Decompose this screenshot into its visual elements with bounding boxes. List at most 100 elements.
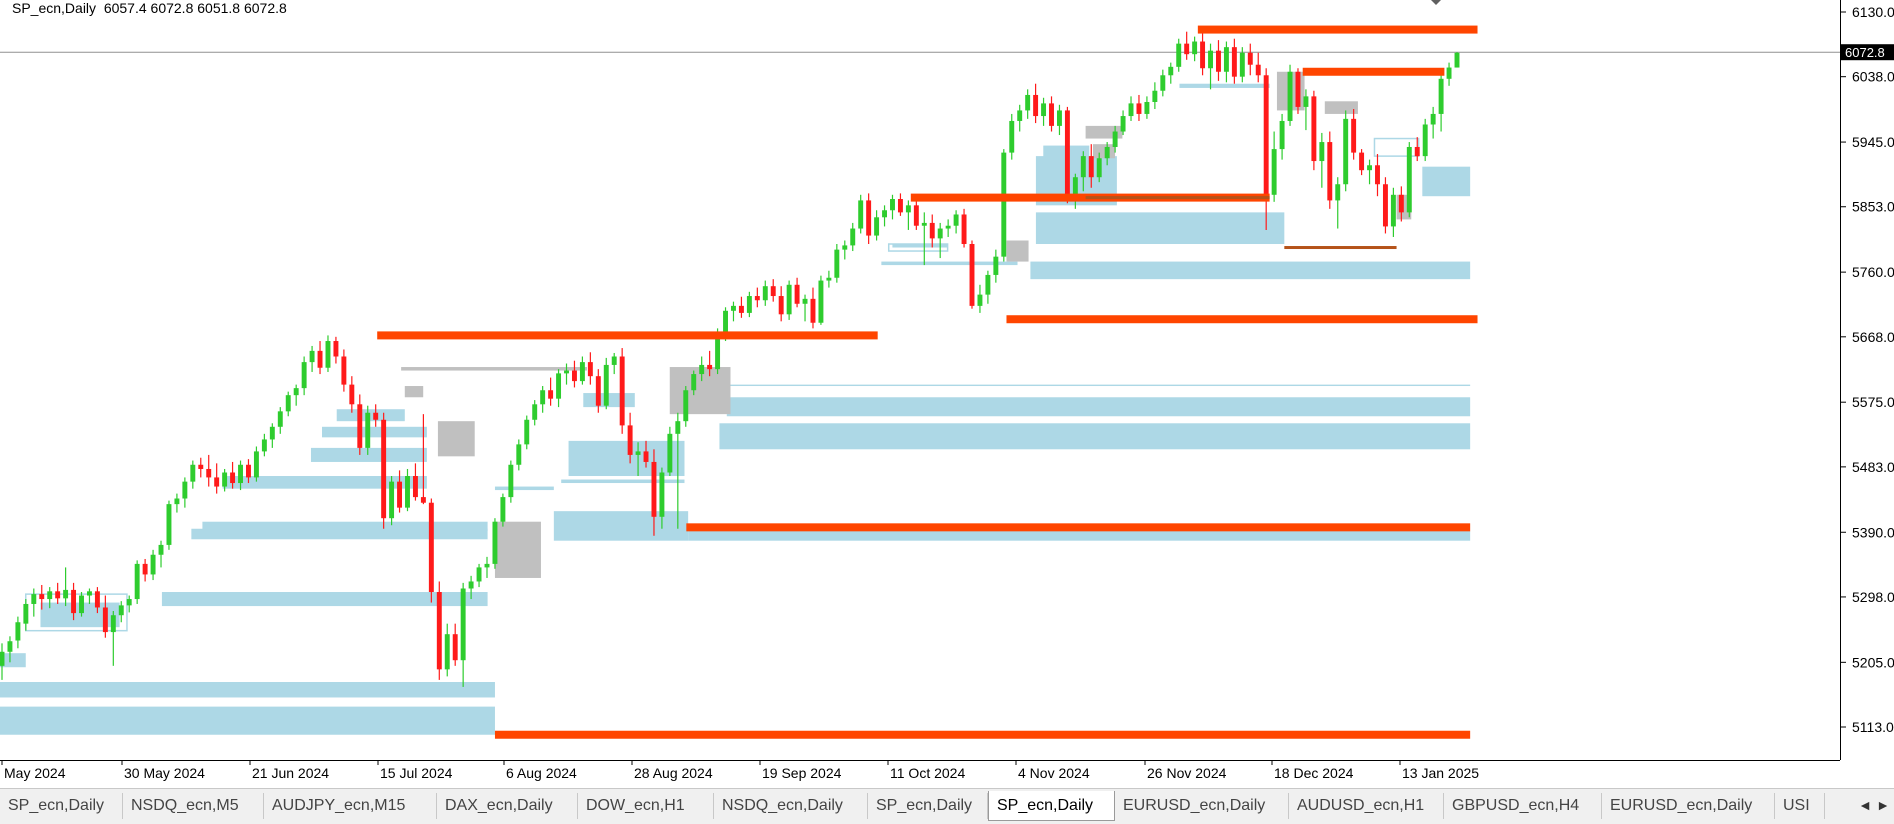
price-tick-label: 5668.0	[1852, 329, 1894, 345]
gap-zone	[1092, 144, 1116, 159]
candle	[1406, 142, 1412, 218]
candle-body	[1160, 75, 1166, 91]
demand-zone	[553, 511, 689, 541]
candle-body	[182, 481, 188, 499]
candle	[269, 423, 275, 448]
tab-sp-ecn-daily[interactable]: SP_ecn,Daily	[868, 793, 988, 819]
tab-nsdq-ecn-daily[interactable]: NSDQ_ecn,Daily	[714, 793, 868, 819]
candle	[1080, 151, 1086, 192]
tab-usi[interactable]: USI	[1775, 793, 1825, 819]
candle-body	[524, 419, 530, 445]
candle-body	[746, 296, 752, 313]
candle-body	[55, 591, 61, 599]
candle	[436, 581, 442, 680]
candle	[770, 279, 776, 302]
candle-body	[1017, 110, 1023, 121]
candle-body	[71, 589, 77, 614]
candle	[365, 405, 371, 455]
tab-scroll-left-icon[interactable]: ◄	[1858, 797, 1872, 813]
demand-zone	[310, 447, 427, 462]
candle-body	[1041, 103, 1047, 117]
tab-scroll-right-icon[interactable]: ►	[1876, 797, 1890, 813]
candle-body	[579, 362, 585, 382]
candle	[405, 468, 410, 512]
tab-sp-ecn-daily[interactable]: SP_ecn,Daily	[0, 793, 123, 819]
candle	[524, 415, 530, 450]
supply-level-line	[1197, 25, 1478, 34]
candle-body	[261, 439, 267, 452]
candle-body	[1176, 43, 1182, 67]
candle	[1247, 43, 1253, 76]
candle-body	[1112, 131, 1118, 147]
candle	[31, 588, 37, 617]
candle-body	[1001, 152, 1007, 257]
candle-body	[651, 461, 657, 517]
time-tick-label: 15 Jul 2024	[380, 765, 453, 781]
candle	[174, 493, 180, 513]
demand-zone	[881, 261, 1018, 266]
candle	[731, 301, 736, 322]
candle-body	[850, 228, 856, 246]
price-tick-label: 5483.0	[1852, 459, 1894, 475]
demand-zone	[583, 393, 635, 408]
candle	[905, 200, 911, 230]
candle	[214, 463, 220, 494]
collapse-arrow-icon[interactable]	[1431, 0, 1441, 5]
candle	[937, 222, 943, 259]
candle-body	[142, 563, 148, 575]
candle	[929, 214, 935, 248]
supply-level-line	[686, 523, 1471, 532]
candle	[1001, 149, 1007, 262]
candle-body	[707, 364, 713, 370]
tab-dow-ecn-h1[interactable]: DOW_ecn,H1	[578, 793, 714, 819]
price-chart[interactable]: 6130.0 6038.0 5945.0 5853.0 5760.0 5668.0 5575…	[0, 0, 1894, 788]
demand-zone	[161, 592, 488, 607]
candle	[874, 210, 880, 241]
candle-body	[1319, 142, 1325, 162]
candle-body	[1184, 43, 1190, 55]
candle	[540, 386, 546, 413]
tab-sp-ecn-daily[interactable]: SP_ecn,Daily	[988, 791, 1115, 821]
candle	[961, 208, 967, 248]
tab-audjpy-ecn-m15[interactable]: AUDJPY_ecn,M15	[264, 793, 437, 819]
candle	[651, 449, 657, 536]
candle	[373, 404, 379, 427]
price-axis[interactable]: 6130.0 6038.0 5945.0 5853.0 5760.0 5668.0 5575…	[1840, 4, 1894, 735]
candle	[786, 280, 792, 320]
tab-eurusd-ecn-daily[interactable]: EURUSD_ecn,Daily	[1602, 793, 1775, 819]
candle-body	[945, 225, 951, 229]
candle	[897, 193, 903, 216]
tab-audusd-ecn-h1[interactable]: AUDUSD_ecn,H1	[1289, 793, 1444, 819]
candle-body	[1072, 177, 1078, 195]
candle-body	[913, 205, 919, 226]
candle-body	[381, 419, 387, 519]
candle	[921, 212, 927, 266]
candle	[1184, 31, 1190, 60]
candle-body	[436, 592, 442, 670]
candle-body	[1430, 113, 1436, 125]
candle	[611, 352, 617, 375]
supply-level-line	[494, 730, 1471, 739]
tab-eurusd-ecn-daily[interactable]: EURUSD_ecn,Daily	[1115, 793, 1289, 819]
candle-body	[1367, 165, 1373, 171]
candle	[556, 369, 562, 408]
candle	[166, 500, 172, 550]
tab-gbpusd-ecn-h4[interactable]: GBPUSD_ecn,H4	[1444, 793, 1602, 819]
candle	[1200, 31, 1206, 76]
candle-body	[1390, 194, 1396, 227]
candle	[1017, 104, 1023, 132]
candle-body	[166, 504, 172, 545]
price-tick-label: 5205.0	[1852, 654, 1894, 670]
candle-body	[1009, 120, 1015, 153]
tab-nsdq-ecn-m5[interactable]: NSDQ_ecn,M5	[123, 793, 264, 819]
candle-body	[619, 356, 625, 426]
demand-zone	[0, 682, 495, 698]
candle-body	[874, 217, 880, 236]
candle	[333, 336, 339, 364]
tab-dax-ecn-daily[interactable]: DAX_ecn,Daily	[437, 793, 578, 819]
candle	[810, 287, 816, 329]
candle	[1192, 36, 1198, 62]
candle-body	[961, 214, 967, 245]
candle-body	[834, 249, 840, 278]
time-axis[interactable]: May 2024 30 May 2024 21 Jun 2024 15 Jul 202…	[1, 760, 1479, 781]
